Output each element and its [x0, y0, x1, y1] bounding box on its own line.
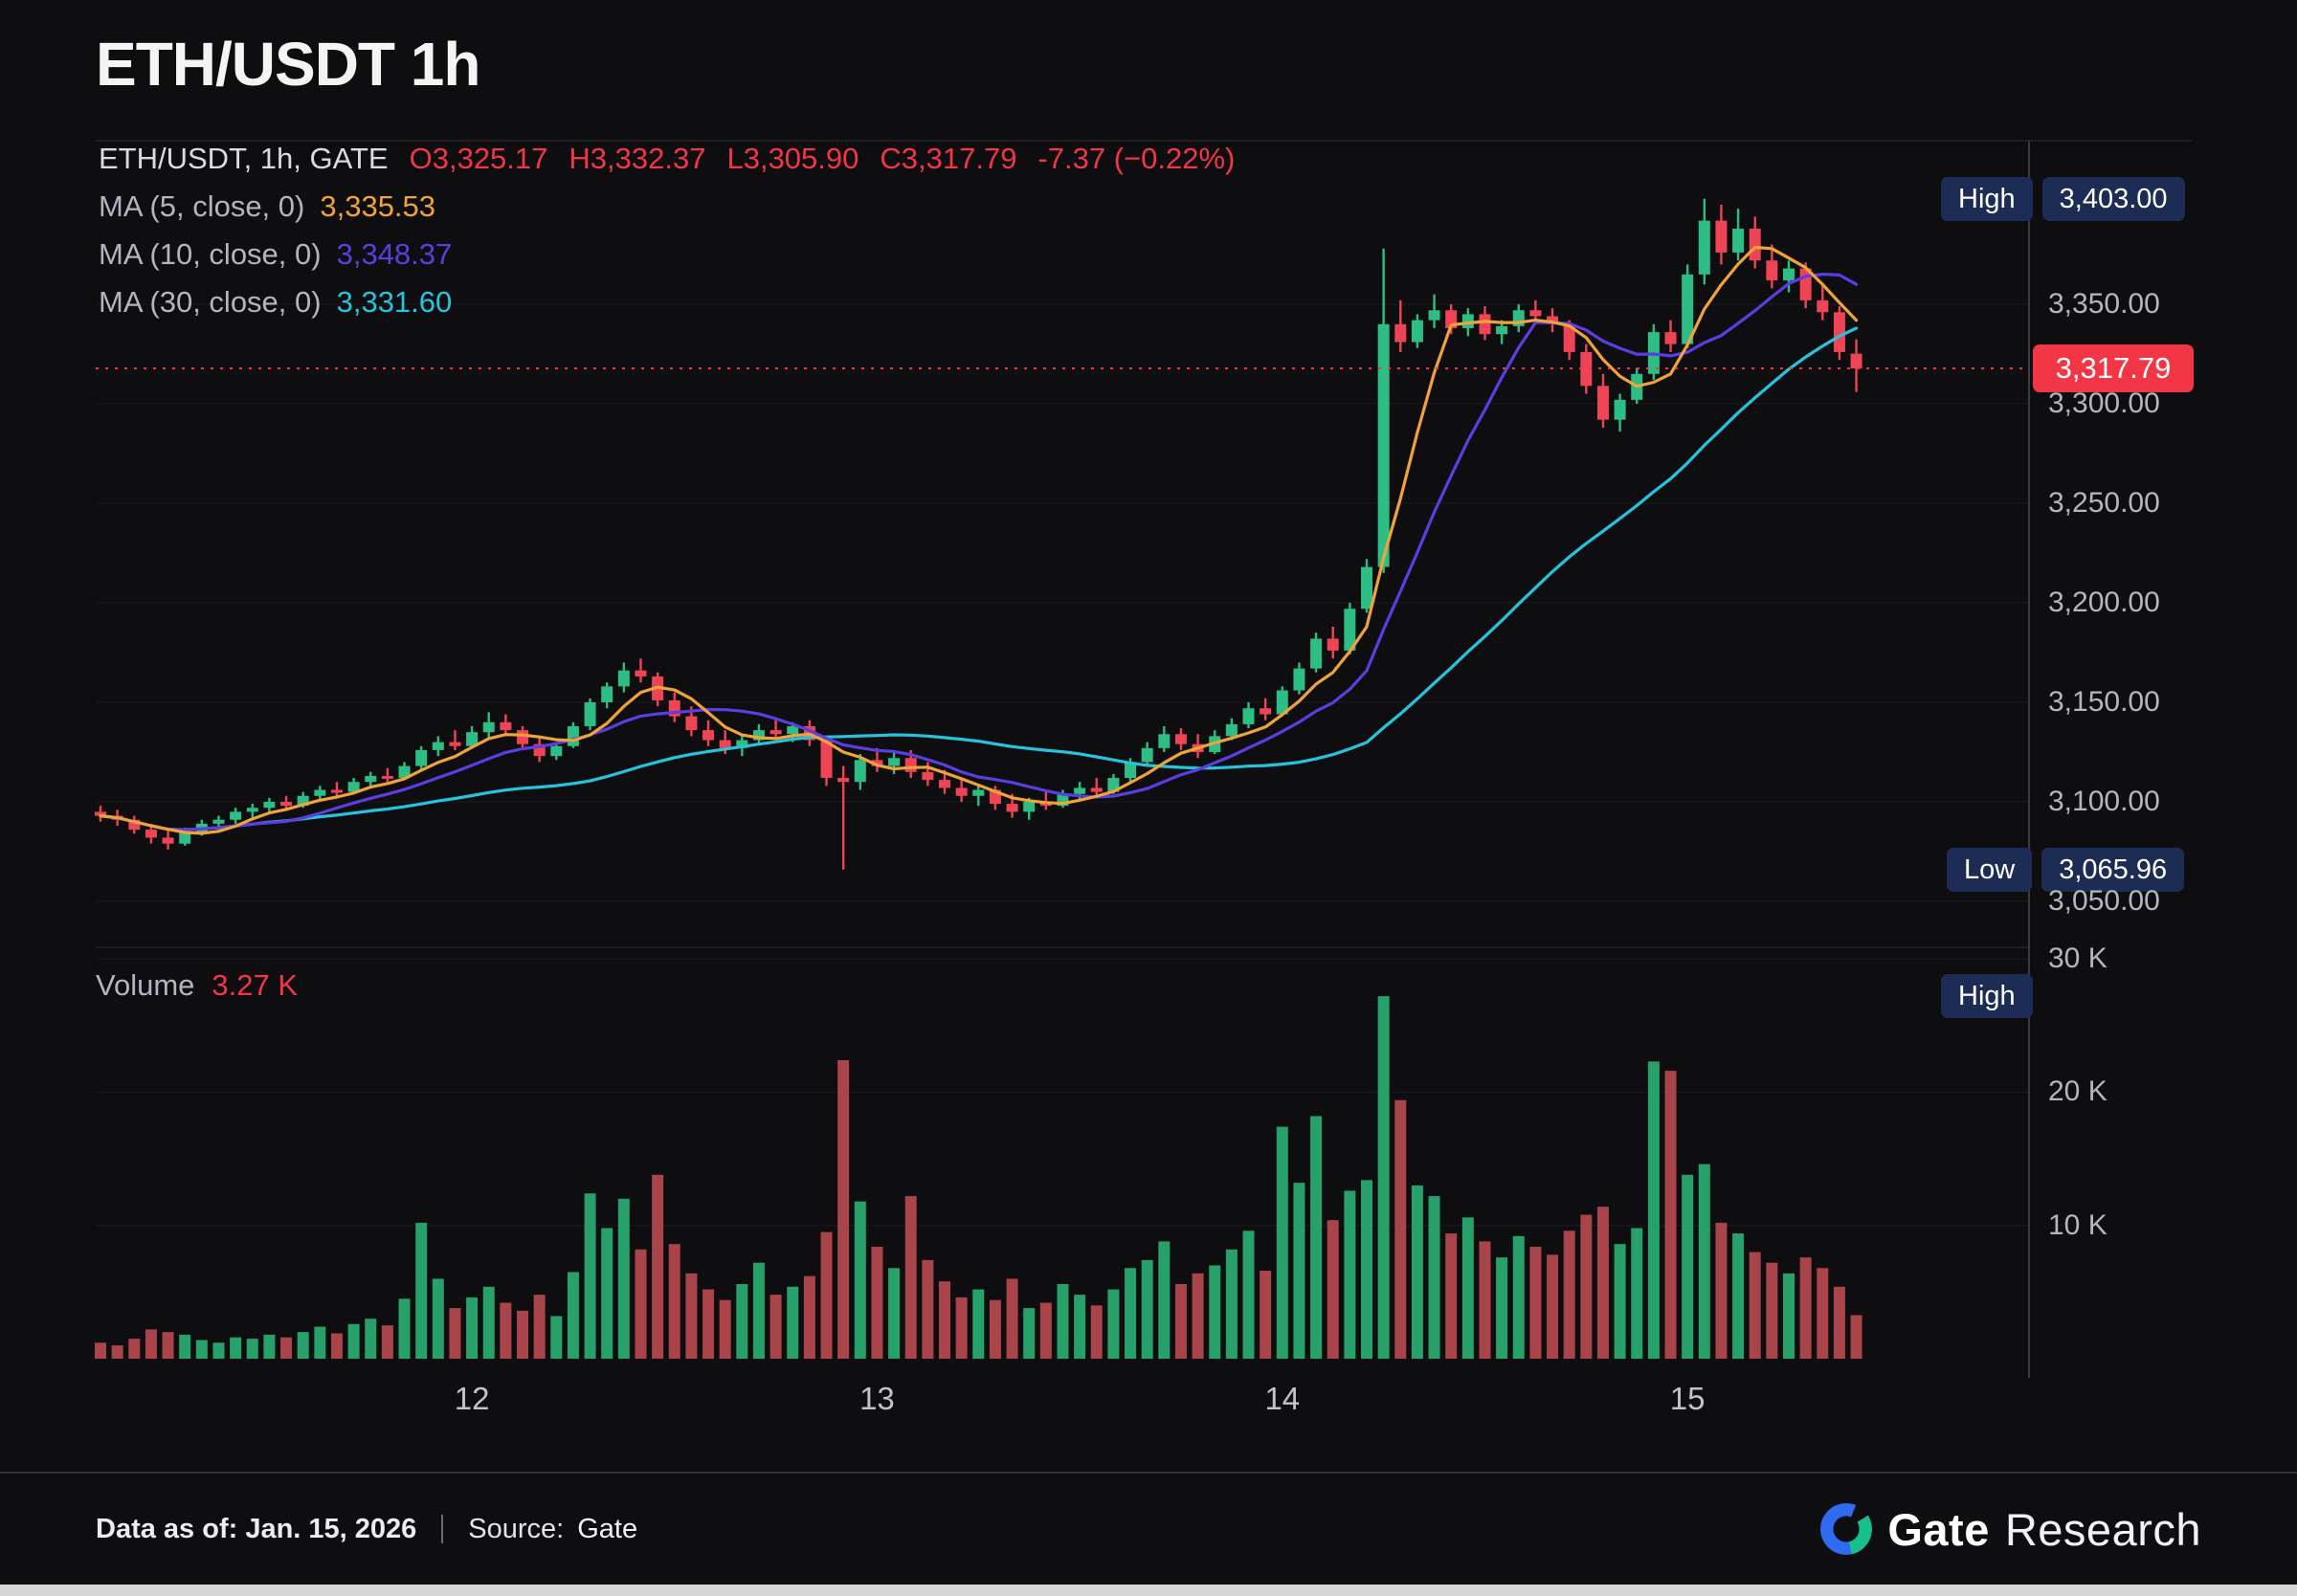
high-badge-value: 3,403.00 — [2041, 177, 2185, 221]
x-axis-label: 14 — [1264, 1381, 1301, 1416]
last-price-badge: 3,317.79 — [2033, 344, 2194, 392]
volume-axis-label: 20 K — [2048, 1075, 2107, 1108]
gate-logo-icon — [1820, 1503, 1873, 1555]
brand-suffix: Research — [2004, 1503, 2201, 1555]
footer-divider — [0, 1472, 2297, 1474]
volume-legend: Volume 3.27 K — [96, 968, 298, 1003]
ohlc-open: O3,325.17 — [409, 142, 548, 175]
volume-high-badge: High — [1941, 974, 2033, 1019]
low-price-badge: Low 3,065.96 — [1947, 848, 2185, 892]
ma30-label: MA (30, close, 0) — [99, 285, 322, 319]
gate-research-brand: Gate Research — [1820, 1503, 2201, 1556]
ohlc-change: -7.37 (−0.22%) — [1037, 142, 1236, 175]
volume-label: Volume — [96, 968, 195, 1002]
ma10-value: 3,348.37 — [336, 237, 453, 271]
source-label: Source: — [468, 1513, 565, 1544]
page-title: ETH/USDT 1h — [96, 30, 480, 99]
source-value: Gate — [577, 1513, 638, 1544]
price-axis-label: 3,200.00 — [2048, 587, 2160, 618]
ohlc-high: H3,332.37 — [569, 142, 706, 175]
price-axis-label: 3,150.00 — [2048, 686, 2160, 718]
price-axis-label: 3,100.00 — [2048, 786, 2160, 817]
footer-meta: Data as of: Jan. 15, 2026 Source: Gate — [96, 1514, 637, 1545]
ohlc-low: L3,305.90 — [726, 142, 859, 175]
ma10-label: MA (10, close, 0) — [99, 237, 322, 271]
price-axis-label: 3,250.00 — [2048, 487, 2160, 519]
brand-name: Gate — [1887, 1503, 1990, 1555]
x-axis-label: 12 — [454, 1381, 490, 1416]
ma5-value: 3,335.53 — [320, 189, 436, 223]
bottom-edge-strip — [0, 1585, 2297, 1596]
volume-axis-label: 30 K — [2048, 942, 2107, 975]
ma30-legend-row: MA (30, close, 0) 3,331.60 — [99, 285, 452, 320]
data-as-of-text: Data as of: Jan. 15, 2026 — [96, 1513, 417, 1544]
high-price-badge: High 3,403.00 — [1941, 177, 2185, 221]
x-axis-label: 15 — [1669, 1381, 1706, 1416]
ma30-value: 3,331.60 — [336, 285, 453, 319]
ma10-legend-row: MA (10, close, 0) 3,348.37 — [99, 237, 452, 272]
volume-value: 3.27 K — [212, 968, 299, 1002]
ma5-label: MA (5, close, 0) — [99, 189, 305, 223]
price-axis-label: 3,050.00 — [2048, 885, 2160, 917]
footer: Data as of: Jan. 15, 2026 Source: Gate G… — [96, 1485, 2201, 1573]
symbol-info: ETH/USDT, 1h, GATE — [99, 142, 389, 175]
ohlc-close: C3,317.79 — [880, 142, 1017, 175]
high-badge-label: High — [1941, 177, 2033, 221]
price-axis-label: 3,350.00 — [2048, 288, 2160, 320]
price-axis-label: 3,300.00 — [2048, 388, 2160, 419]
ma5-legend-row: MA (5, close, 0) 3,335.53 — [99, 189, 435, 224]
ohlc-legend-row: ETH/USDT, 1h, GATE O3,325.17 H3,332.37 L3,3… — [99, 142, 1256, 176]
low-badge-value: 3,065.96 — [2041, 848, 2185, 892]
volume-axis-label: 10 K — [2048, 1208, 2107, 1241]
low-badge-label: Low — [1947, 848, 2033, 892]
footer-separator-bar — [441, 1515, 444, 1543]
x-axis-label: 13 — [859, 1381, 895, 1416]
